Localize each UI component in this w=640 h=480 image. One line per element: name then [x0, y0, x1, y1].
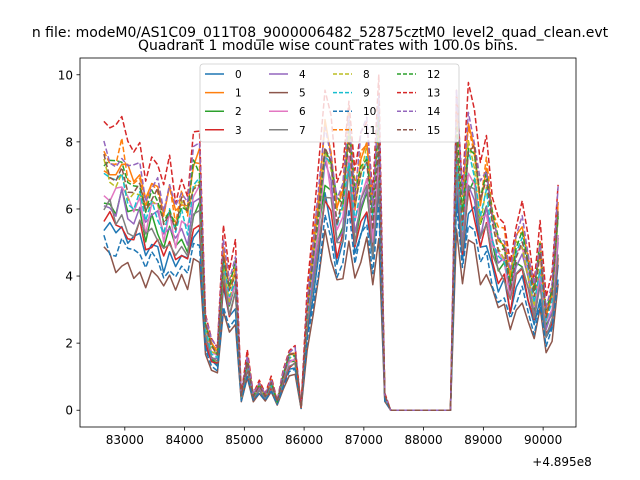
y-tick-label-8: 8 [65, 135, 73, 149]
series-line-9 [103, 140, 559, 411]
legend-label-1: 1 [235, 88, 242, 100]
x-tick-label-83000: 83000 [106, 433, 144, 447]
legend-label-11: 11 [363, 125, 376, 137]
axes-frame [79, 57, 577, 428]
legend-label-13: 13 [427, 88, 440, 100]
legend-label-3: 3 [235, 125, 242, 137]
series-line-14 [103, 88, 559, 411]
series-line-7 [103, 164, 559, 411]
legend-label-4: 4 [299, 69, 306, 81]
figure-suptitle: n file: modeM0/AS1C09_011T08_9000006482_… [32, 25, 609, 41]
series-line-10 [103, 203, 559, 411]
series-line-0 [103, 188, 559, 411]
series-line-3 [103, 172, 559, 411]
plot-area [103, 73, 559, 411]
y-tick-label-10: 10 [58, 68, 73, 82]
y-tick-label-6: 6 [65, 202, 73, 216]
legend-label-12: 12 [427, 69, 440, 81]
axes: 83000 84000 85000 86000 87000 88000 89000 90000… [58, 57, 577, 447]
legend-label-9: 9 [363, 88, 370, 100]
y-tick-label-2: 2 [65, 337, 73, 351]
x-tick-label-87000: 87000 [345, 433, 383, 447]
series-line-5 [103, 228, 559, 411]
series-line-6 [103, 145, 559, 411]
x-tick-label-89000: 89000 [464, 433, 502, 447]
y-tick-label-0: 0 [65, 404, 73, 418]
x-tick-label-84000: 84000 [165, 433, 203, 447]
series-lines [103, 73, 559, 411]
legend-label-15: 15 [427, 125, 440, 137]
legend-label-5: 5 [299, 88, 306, 100]
y-tick-label-4: 4 [65, 270, 73, 284]
legend-label-6: 6 [299, 106, 306, 118]
legend-label-8: 8 [363, 69, 370, 81]
legend-label-10: 10 [363, 106, 376, 118]
x-tick-label-85000: 85000 [225, 433, 263, 447]
legend-label-7: 7 [299, 125, 306, 137]
legend-label-14: 14 [427, 106, 441, 118]
x-tick-label-90000: 90000 [524, 433, 562, 447]
series-line-15 [103, 140, 559, 411]
x-offset-text: +4.895e8 [532, 455, 591, 469]
chart-title: Quadrant 1 module wise count rates with … [138, 38, 518, 54]
legend-frame [199, 63, 460, 143]
x-tick-label-88000: 88000 [405, 433, 443, 447]
x-tick-label-86000: 86000 [285, 433, 323, 447]
legend-label-0: 0 [235, 69, 242, 81]
legend-label-2: 2 [235, 106, 242, 118]
series-line-12 [103, 109, 559, 411]
